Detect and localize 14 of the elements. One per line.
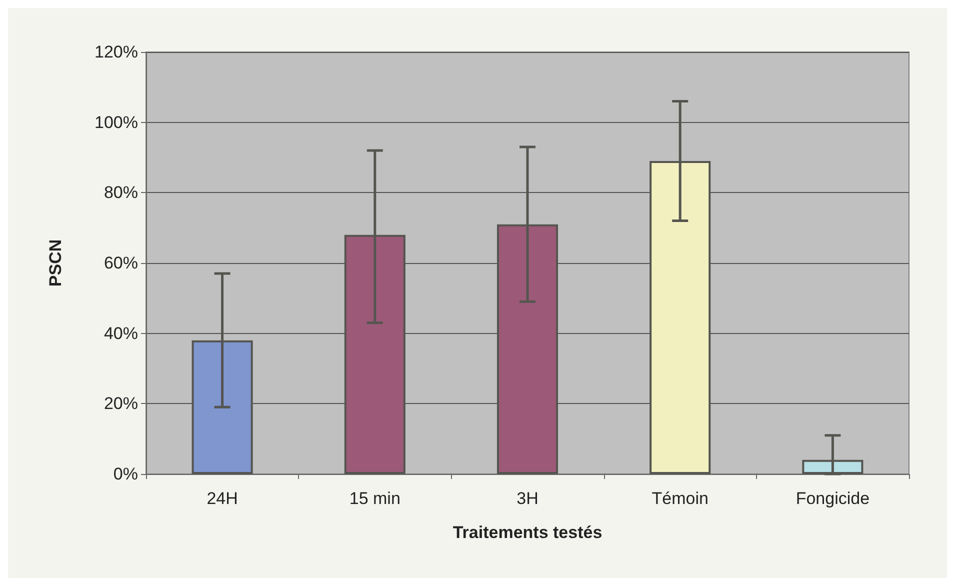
x-tick-label: 15 min: [349, 489, 400, 508]
y-tick-label: 60%: [104, 254, 138, 272]
y-tick-label: 120%: [94, 42, 138, 62]
y-tick-label: 80%: [104, 183, 138, 202]
y-tick-label: 100%: [94, 112, 138, 132]
y-tick-label: 20%: [104, 394, 138, 414]
x-tick-label: 3H: [516, 489, 538, 508]
y-tick-label: 40%: [104, 324, 138, 343]
x-axis-title: Traitements testés: [452, 523, 602, 542]
x-tick-label: Fongicide: [796, 489, 870, 508]
x-tick-label: Témoin: [652, 489, 708, 508]
y-axis-title: PSCN: [46, 239, 65, 287]
y-tick-label: 0%: [113, 464, 138, 484]
x-tick-label: 24H: [206, 489, 238, 508]
